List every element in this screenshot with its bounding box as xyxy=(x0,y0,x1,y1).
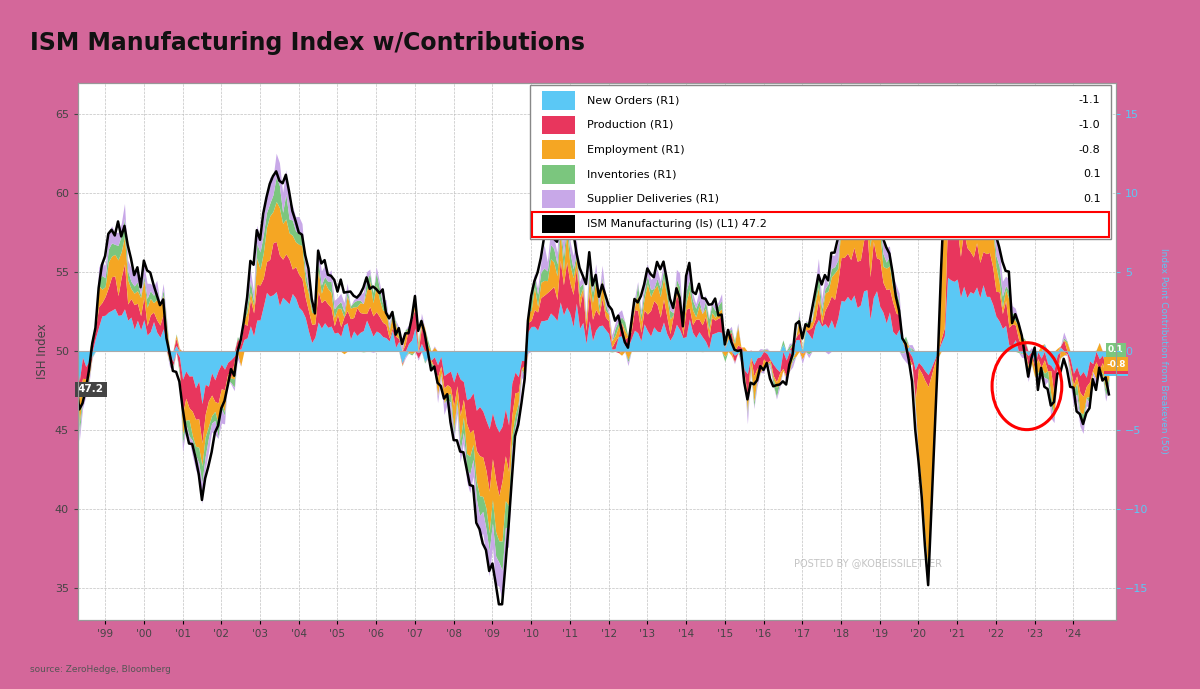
FancyBboxPatch shape xyxy=(542,190,575,208)
Text: Supplier Deliveries (R1): Supplier Deliveries (R1) xyxy=(587,194,719,204)
FancyBboxPatch shape xyxy=(529,85,1111,238)
Text: POSTED BY @KOBEISSILETTER: POSTED BY @KOBEISSILETTER xyxy=(794,558,942,568)
Text: ISM Manufacturing (ls) (L1) 47.2: ISM Manufacturing (ls) (L1) 47.2 xyxy=(587,218,767,229)
Text: 0.1: 0.1 xyxy=(1082,169,1100,179)
Text: -0.8: -0.8 xyxy=(1106,360,1126,369)
Y-axis label: ISH Index: ISH Index xyxy=(36,324,49,379)
FancyBboxPatch shape xyxy=(532,212,1109,238)
FancyBboxPatch shape xyxy=(542,165,575,184)
Text: 47.2: 47.2 xyxy=(78,384,104,395)
Text: 0.1: 0.1 xyxy=(1108,345,1124,354)
FancyBboxPatch shape xyxy=(542,214,575,233)
Y-axis label: Index Point Contribution from Breakeven (50): Index Point Contribution from Breakeven … xyxy=(1159,249,1168,454)
Text: New Orders (R1): New Orders (R1) xyxy=(587,95,679,105)
Text: source: ZeroHedge, Bloomberg: source: ZeroHedge, Bloomberg xyxy=(30,665,170,674)
Text: -1.0: -1.0 xyxy=(1106,362,1126,371)
Text: Employment (R1): Employment (R1) xyxy=(587,145,684,154)
Text: Production (R1): Production (R1) xyxy=(587,120,673,130)
Text: Inventories (R1): Inventories (R1) xyxy=(587,169,676,179)
Text: -1.0: -1.0 xyxy=(1079,120,1100,130)
FancyBboxPatch shape xyxy=(542,91,575,110)
FancyBboxPatch shape xyxy=(542,116,575,134)
Text: -1.1: -1.1 xyxy=(1106,364,1126,373)
Text: ISM Manufacturing Index w/Contributions: ISM Manufacturing Index w/Contributions xyxy=(30,31,586,55)
Text: 0.1: 0.1 xyxy=(1082,194,1100,204)
FancyBboxPatch shape xyxy=(542,141,575,159)
Text: -1.1: -1.1 xyxy=(1079,95,1100,105)
Text: -0.8: -0.8 xyxy=(1079,145,1100,154)
